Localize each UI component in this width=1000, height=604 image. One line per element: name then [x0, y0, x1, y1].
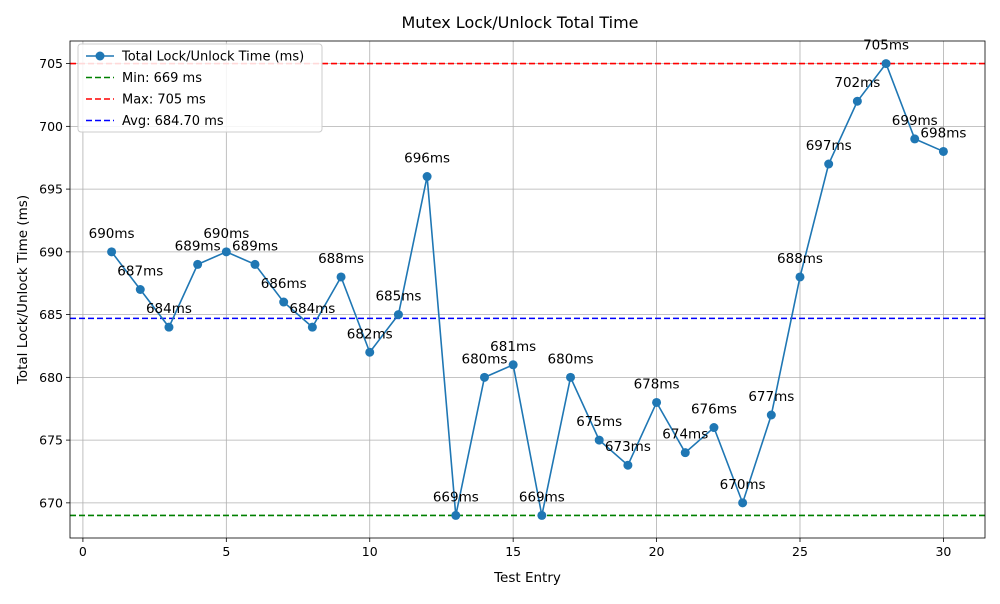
data-point	[422, 172, 432, 182]
data-label: 678ms	[634, 376, 680, 392]
data-label: 698ms	[920, 125, 966, 141]
data-point	[566, 372, 576, 382]
x-tick-label: 20	[649, 544, 665, 559]
data-point	[709, 423, 719, 433]
y-tick-label: 700	[39, 119, 63, 134]
data-label: 688ms	[318, 251, 364, 267]
data-point	[680, 448, 690, 458]
data-label: 670ms	[720, 477, 766, 493]
chart-title: Mutex Lock/Unlock Total Time	[401, 13, 638, 32]
data-label: 685ms	[375, 289, 421, 305]
series-line	[110, 61, 944, 516]
x-tick-label: 25	[792, 544, 808, 559]
data-label: 676ms	[691, 402, 737, 418]
data-label: 702ms	[834, 75, 880, 91]
data-point	[279, 297, 289, 307]
data-point	[594, 435, 604, 445]
data-point	[852, 96, 862, 106]
x-tick-label: 10	[362, 544, 378, 559]
y-tick-label: 680	[39, 370, 63, 385]
legend-entries: Total Lock/Unlock Time (ms) Min: 669 ms Ma…	[86, 50, 304, 129]
y-tick-label: 685	[39, 307, 63, 322]
axis-ticks: 0 5 10 15 20 25 30 670 675 680 685 690 695 700 705	[39, 56, 951, 559]
data-point	[508, 360, 518, 370]
x-tick-label: 30	[935, 544, 951, 559]
series-layer	[107, 59, 948, 520]
data-point	[795, 272, 805, 282]
data-label: 684ms	[289, 301, 335, 317]
data-point	[824, 159, 834, 169]
data-point	[221, 247, 231, 257]
legend-label: Max: 705 ms	[122, 93, 206, 108]
x-tick-label: 5	[222, 544, 230, 559]
data-label: 674ms	[662, 427, 708, 443]
data-point	[881, 59, 891, 69]
data-point	[766, 410, 776, 420]
data-point	[652, 397, 662, 407]
plot-frame	[69, 40, 986, 539]
data-point	[365, 347, 375, 357]
data-label: 699ms	[892, 113, 938, 129]
data-label: 677ms	[748, 389, 794, 405]
data-point	[250, 259, 260, 269]
data-label: 690ms	[203, 226, 249, 242]
data-point	[107, 247, 117, 257]
data-label: 669ms	[433, 489, 479, 505]
data-point	[738, 498, 748, 508]
data-label: 680ms	[461, 351, 507, 367]
data-label: 696ms	[404, 151, 450, 167]
legend-label: Min: 669 ms	[122, 71, 202, 86]
data-label: 681ms	[490, 339, 536, 355]
y-tick-label: 690	[39, 244, 63, 259]
data-point	[451, 510, 461, 520]
legend-marker-swatch	[95, 51, 105, 61]
data-point	[336, 272, 346, 282]
y-tick-label: 670	[39, 495, 63, 510]
legend: Total Lock/Unlock Time (ms) Min: 669 ms Ma…	[77, 43, 323, 133]
data-label: 675ms	[576, 414, 622, 430]
data-point	[623, 460, 633, 470]
data-point	[537, 510, 547, 520]
y-tick-label: 675	[39, 433, 63, 448]
x-tick-label: 0	[79, 544, 87, 559]
data-point	[164, 322, 174, 332]
data-label: 686ms	[261, 276, 307, 292]
y-tick-label: 695	[39, 182, 63, 197]
x-tick-label: 15	[505, 544, 521, 559]
data-label: 697ms	[806, 138, 852, 154]
data-label: 684ms	[146, 301, 192, 317]
data-point	[479, 372, 489, 382]
data-label: 673ms	[605, 439, 651, 455]
data-point	[193, 259, 203, 269]
y-tick-label: 705	[39, 56, 63, 71]
data-point	[910, 134, 920, 144]
legend-label: Avg: 684.70 ms	[122, 114, 224, 129]
data-label: 682ms	[347, 326, 393, 342]
data-label: 687ms	[117, 264, 163, 280]
data-point	[307, 322, 317, 332]
point-labels: 690ms687ms684ms689ms690ms689ms686ms684ms…	[89, 38, 967, 506]
data-label: 689ms	[175, 238, 221, 254]
data-point	[135, 285, 145, 294]
data-point	[938, 146, 948, 156]
legend-label: Total Lock/Unlock Time (ms)	[121, 50, 304, 65]
data-label: 669ms	[519, 489, 565, 505]
data-label: 705ms	[863, 38, 909, 54]
data-label: 690ms	[89, 226, 135, 242]
x-axis-title: Test Entry	[493, 570, 561, 586]
legend-box	[77, 43, 323, 133]
data-label: 688ms	[777, 251, 823, 267]
data-label: 680ms	[548, 351, 594, 367]
y-axis-title: Total Lock/Unlock Time (ms)	[15, 195, 31, 385]
data-label: 689ms	[232, 238, 278, 254]
data-point	[393, 310, 403, 320]
